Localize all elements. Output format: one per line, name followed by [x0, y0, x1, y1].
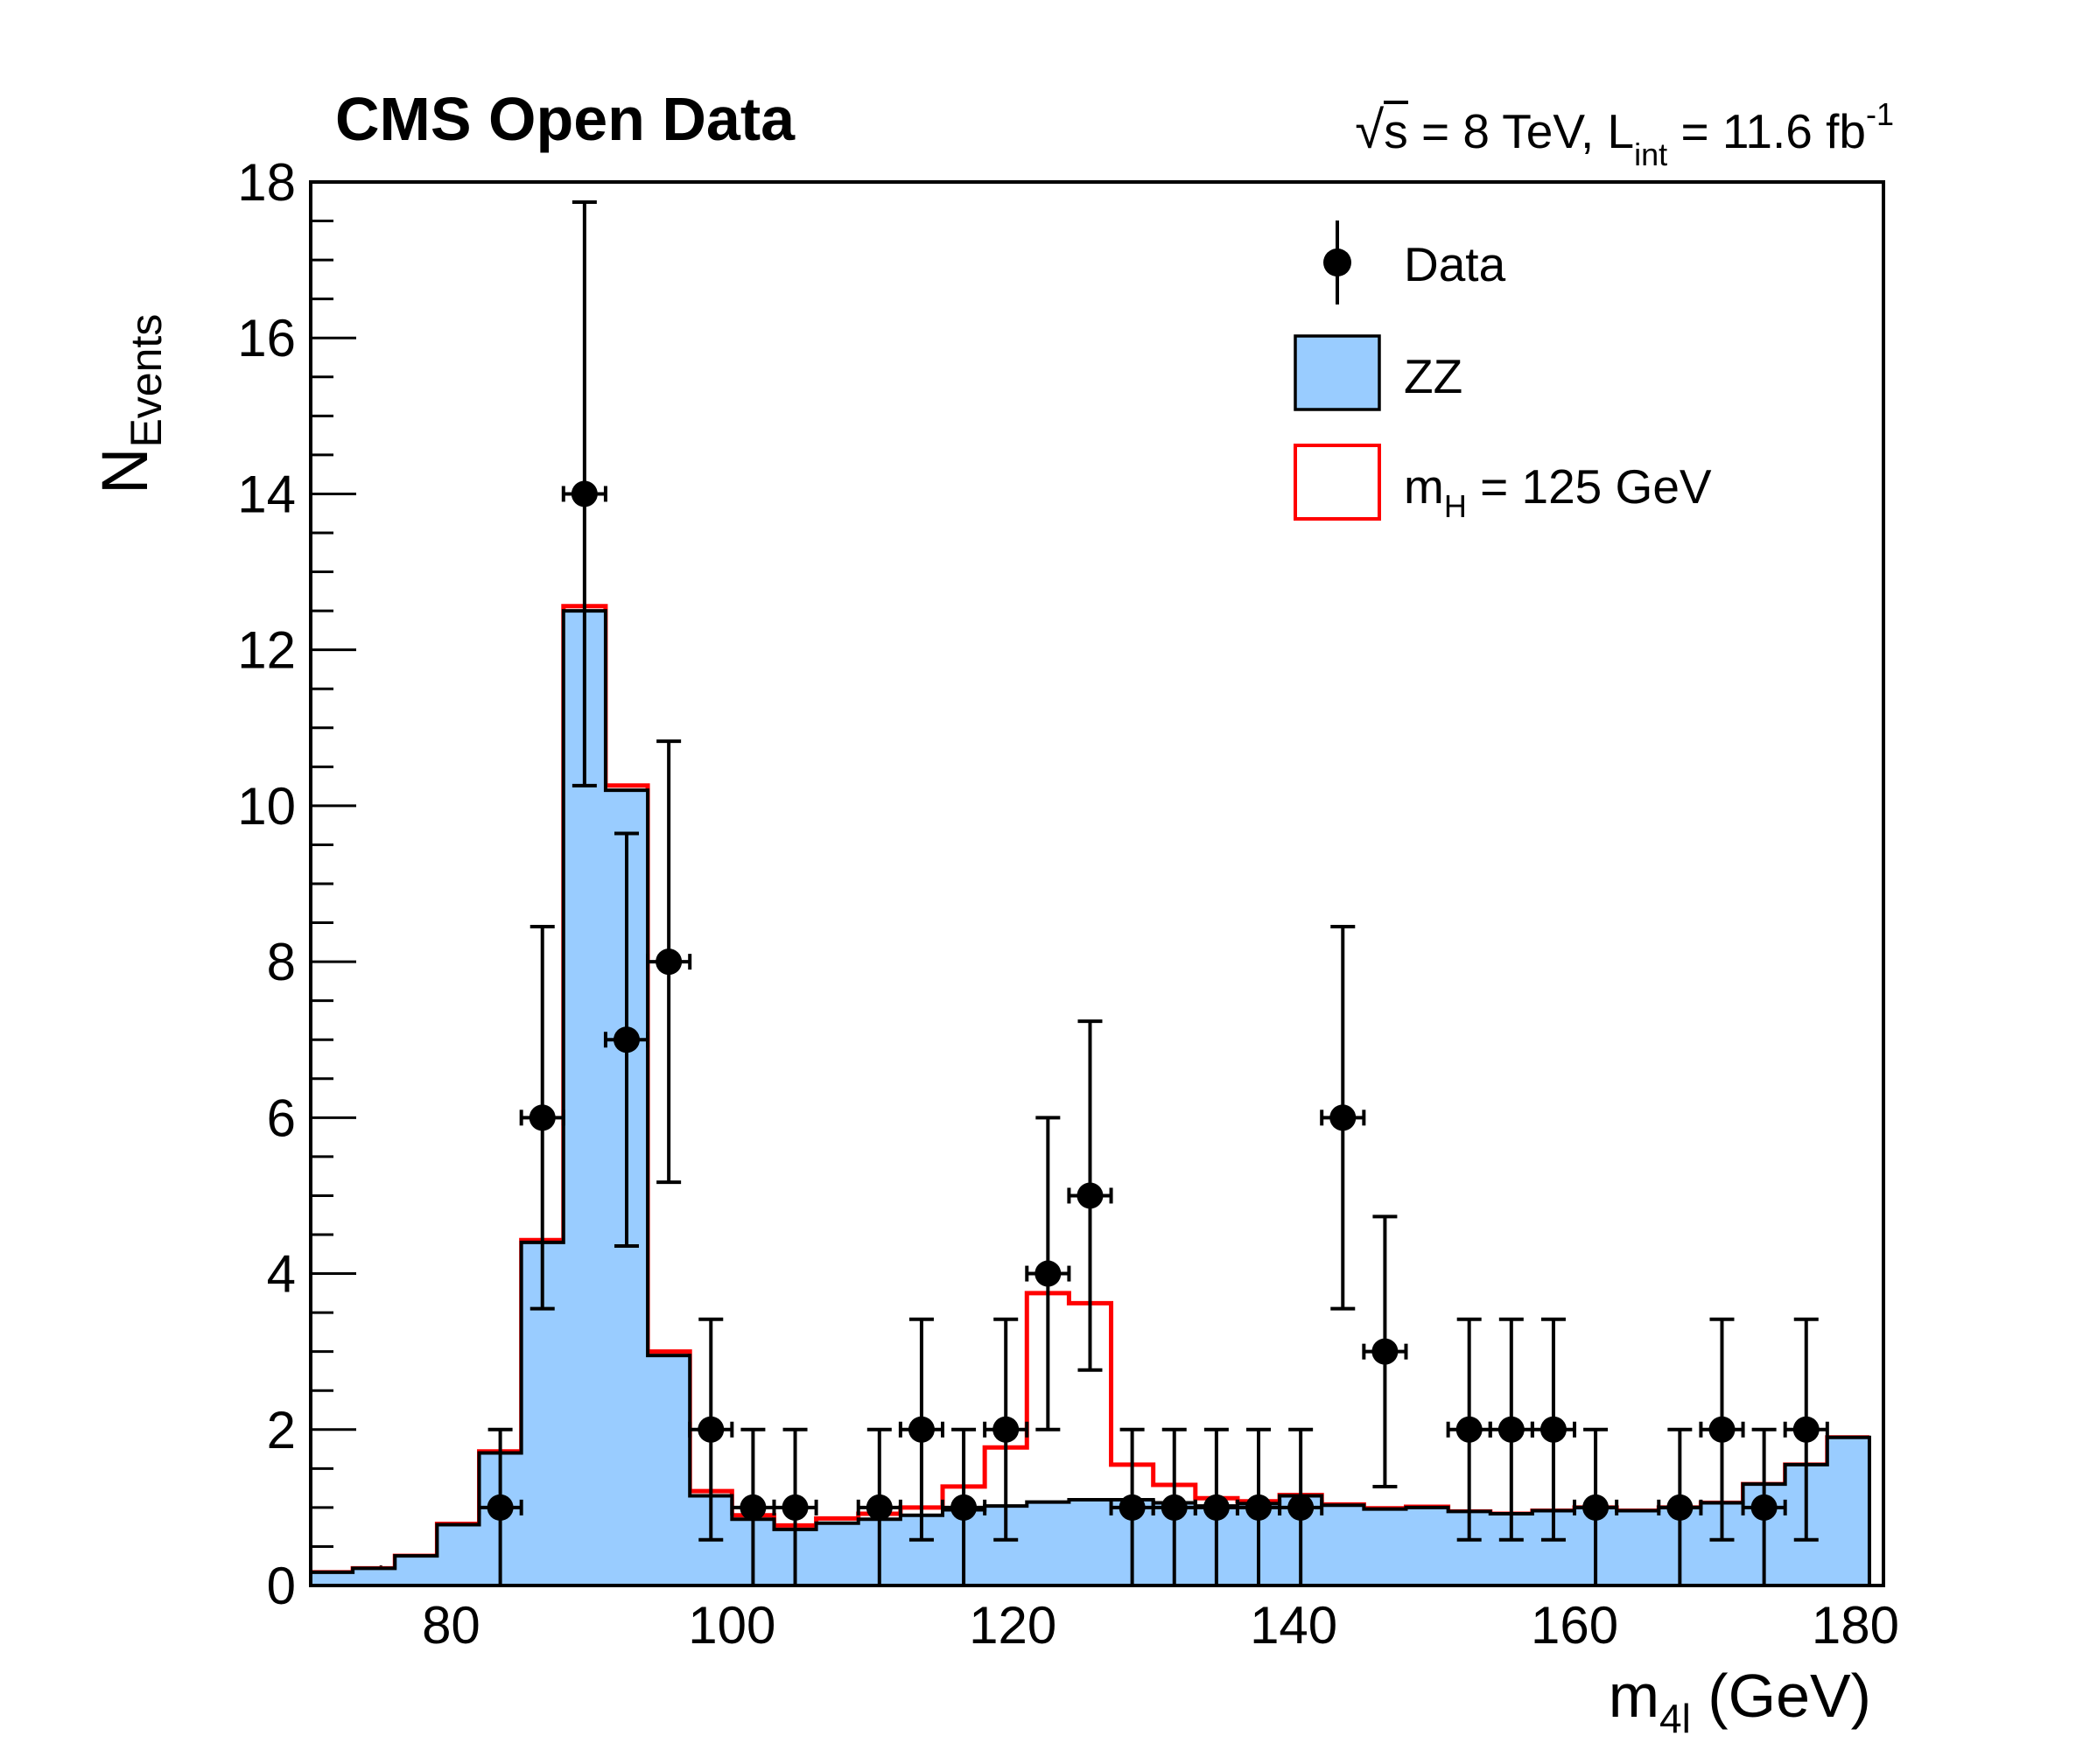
data-point [730, 1427, 776, 1587]
y-tick-label: 8 [267, 933, 296, 991]
zz-histogram [309, 609, 1871, 1587]
x-tick-label: 80 [422, 1596, 480, 1655]
higgs-label-subscript: H [1443, 488, 1467, 524]
energy-text: = 8 TeV, L [1407, 104, 1635, 158]
page-title: CMS Open Data [335, 85, 796, 153]
data-point [519, 925, 565, 1311]
data-point [1362, 1214, 1408, 1489]
data-point [1193, 1427, 1239, 1587]
data-point [561, 200, 607, 788]
x-axis-title: m4l (GeV) [1609, 1661, 1871, 1742]
legend-label-zz: ZZ [1404, 349, 1463, 403]
data-point [898, 1317, 945, 1542]
lumi-subscript: int [1634, 136, 1668, 172]
data-point [856, 1427, 902, 1587]
legend-marker-higgs [1294, 444, 1381, 521]
data-point [1278, 1427, 1324, 1587]
y-tick-label: 4 [267, 1245, 296, 1304]
data-point [603, 831, 650, 1248]
y-tick-label: 14 [237, 465, 296, 523]
x-title-main: m [1608, 1662, 1660, 1730]
x-title-subscript: 4l [1659, 1696, 1691, 1741]
data-point [1067, 1019, 1113, 1372]
lumi-exponent: -1 [1865, 96, 1894, 132]
y-title-subscript: Events [122, 313, 171, 448]
y-tick-label: 0 [267, 1557, 296, 1615]
y-tick-label: 12 [237, 621, 296, 680]
data-point [1320, 925, 1366, 1311]
y-tick-label: 16 [237, 309, 296, 368]
y-tick-label: 10 [237, 777, 296, 836]
plot-frame [309, 180, 1885, 1587]
data-point [1657, 1427, 1703, 1587]
y-tick-label: 18 [237, 153, 296, 212]
x-title-units: (GeV) [1690, 1662, 1871, 1730]
sqrt-icon: √ [1355, 101, 1385, 159]
data-point [941, 1427, 987, 1587]
data-point [1446, 1317, 1492, 1542]
sqrt-argument: s [1384, 101, 1408, 158]
lumi-value: = 11.6 fb [1667, 104, 1866, 158]
legend-label-data: Data [1404, 237, 1506, 291]
x-tick-label: 140 [1250, 1596, 1337, 1655]
data-point [1741, 1427, 1787, 1587]
energy-luminosity-label: √s = 8 TeV, Lint = 11.6 fb-1 [1355, 96, 1894, 173]
y-tick-label: 6 [267, 1088, 296, 1147]
data-point [983, 1317, 1029, 1542]
x-tick-label: 180 [1812, 1596, 1899, 1655]
y-title-main: N [88, 447, 161, 494]
legend-marker-data [1323, 220, 1351, 304]
y-axis-title: NEvents [88, 314, 172, 494]
data-point [1488, 1317, 1534, 1542]
x-tick-label: 120 [969, 1596, 1056, 1655]
data-point [1235, 1427, 1282, 1587]
data-point [646, 739, 692, 1185]
data-point [688, 1317, 734, 1542]
data-point [772, 1427, 818, 1587]
y-tick-label: 2 [267, 1401, 296, 1460]
higgs-label-post: = 125 GeV [1466, 459, 1712, 514]
x-tick-label: 160 [1531, 1596, 1618, 1655]
data-point [1573, 1427, 1619, 1587]
data-point [477, 1427, 523, 1587]
data-point [1783, 1317, 1829, 1542]
data-point [1530, 1317, 1577, 1542]
higgs-label-pre: m [1404, 459, 1444, 514]
data-point [1699, 1317, 1745, 1542]
x-tick-label: 100 [688, 1596, 775, 1655]
legend-marker-zz [1294, 334, 1381, 411]
legend-label-higgs: mH = 125 GeV [1404, 458, 1712, 525]
data-point [1025, 1116, 1071, 1432]
